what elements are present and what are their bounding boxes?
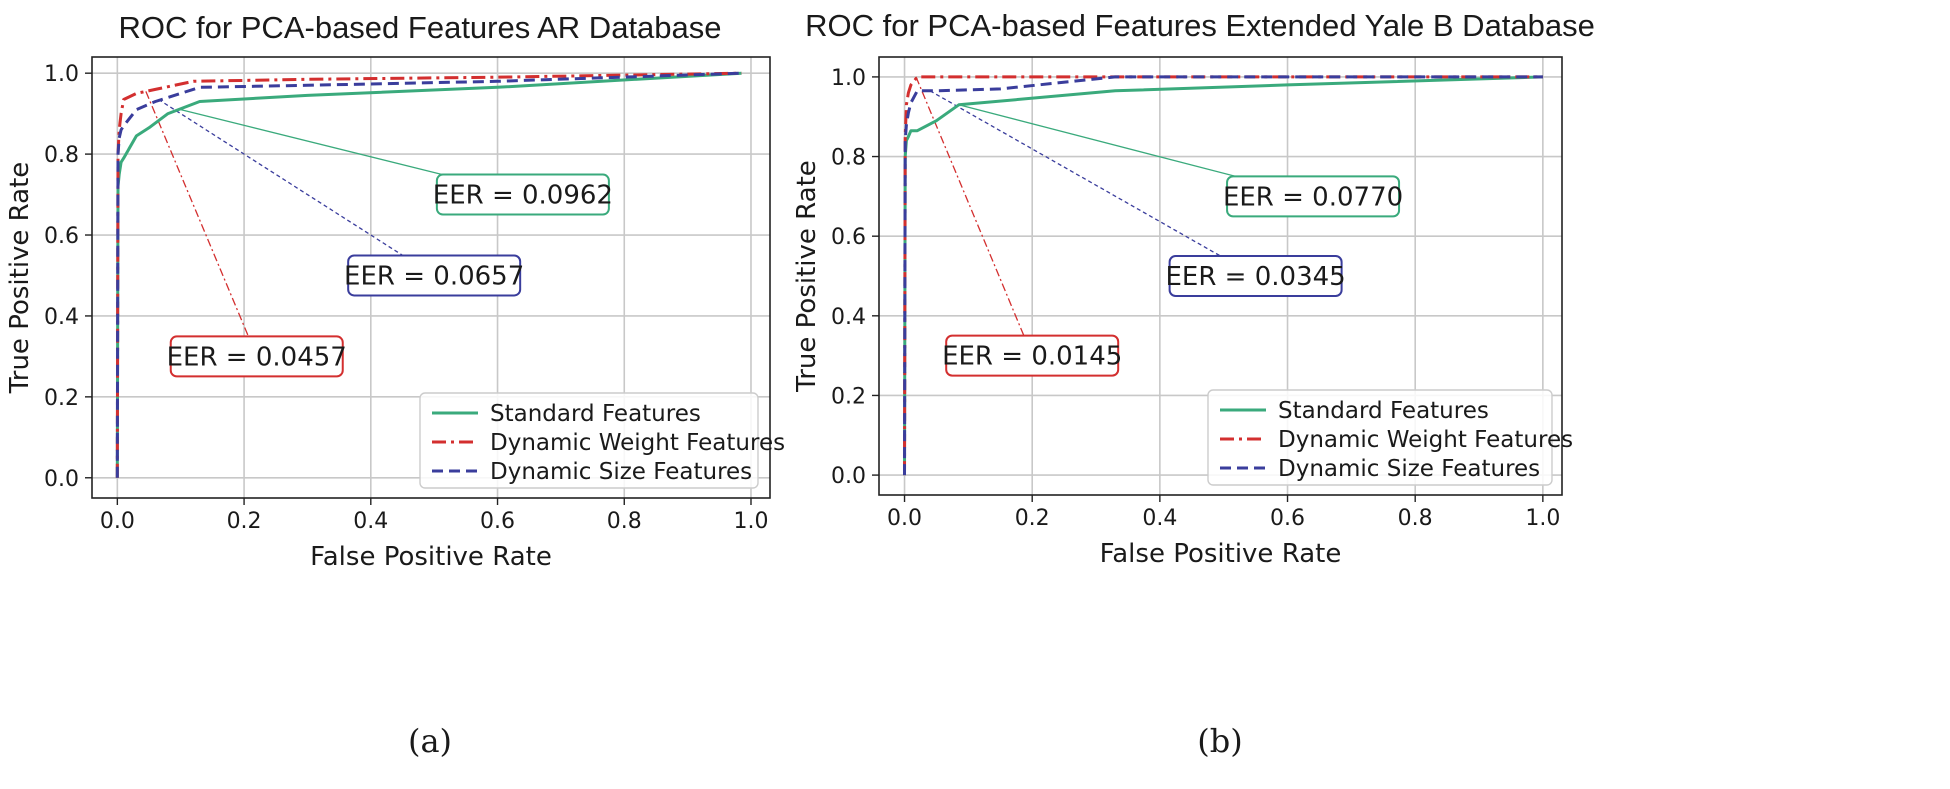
eer-annotation: EER = 0.0457 [167,335,347,378]
chart-panel-a: ROC for PCA-based Features AR Database 0.… [5,10,785,760]
y-tick-label: 0.0 [831,464,866,489]
eer-annotation-box [945,334,1120,377]
x-tick-label: 0.2 [1015,506,1050,531]
y-tick-label: 0.2 [831,384,866,409]
eer-annotation: EER = 0.0962 [433,173,613,216]
eer-annotation: EER = 0.0657 [344,254,524,297]
plot-frame [91,56,771,499]
chart-panel-b: ROC for PCA-based Features Extended Yale… [792,8,1595,760]
eer-annotation-box [347,254,522,297]
panel-label: (b) [1197,722,1242,760]
eer-annotation: EER = 0.0770 [1223,175,1403,218]
y-tick-label: 0.8 [831,146,866,171]
x-tick-label: 0.6 [480,509,515,534]
eer-annotation-text: EER = 0.0962 [433,181,613,211]
series-line-dynamic-weight-features [115,71,742,478]
y-tick-label: 1.0 [44,62,79,87]
y-tick-label: 1.0 [831,66,866,91]
eer-annotation: EER = 0.0345 [1165,255,1346,297]
eer-annotation: EER = 0.0145 [942,334,1122,377]
legend-box [419,392,759,489]
eer-annotation-text: EER = 0.0345 [1165,262,1345,292]
legend-entry: Dynamic Weight Features [1278,427,1573,453]
y-axis-label: True Positive Rate [792,160,822,393]
y-tick-label: 0.4 [831,305,866,330]
legend-entry: Dynamic Size Features [1278,456,1540,482]
legend: Standard Features Dynamic Weight Features… [419,392,785,489]
annotation-leader [929,90,1256,277]
eer-annotation-box [1226,175,1401,218]
legend-box [1207,389,1553,486]
annotation-leader [158,98,435,277]
legend-entry: Standard Features [1278,398,1489,424]
x-tick-label: 1.0 [733,509,768,534]
annotation-leader [915,76,1033,356]
x-tick-label: 0.0 [100,509,135,534]
x-tick-label: 0.8 [1398,506,1433,531]
x-tick-label: 0.4 [353,509,388,534]
y-tick-label: 0.6 [44,224,79,249]
y-tick-label: 0.2 [44,386,79,411]
x-tick-label: 0.6 [1270,506,1305,531]
eer-annotation-text: EER = 0.0145 [942,342,1122,372]
x-axis-label: False Positive Rate [310,542,552,572]
plot-frame [878,56,1563,496]
chart-title: ROC for PCA-based Features AR Database [118,10,721,45]
eer-annotation-text: EER = 0.0657 [344,261,524,291]
legend-entry: Dynamic Size Features [490,459,752,485]
legend: Standard Features Dynamic Weight Features… [1207,389,1573,486]
x-axis-label: False Positive Rate [1100,539,1342,569]
eer-annotation-text: EER = 0.0457 [167,342,347,372]
eer-annotation-box [169,335,344,378]
legend-entry: Dynamic Weight Features [490,430,785,456]
series-line-dynamic-size-features [903,75,1543,476]
chart-title: ROC for PCA-based Features Extended Yale… [805,8,1595,43]
eer-annotation-text: EER = 0.0770 [1223,182,1403,212]
x-tick-label: 0.2 [227,509,262,534]
eer-annotation-box [435,173,610,216]
x-tick-label: 0.0 [887,506,922,531]
y-tick-label: 0.4 [44,305,79,330]
eer-annotation-box [1168,255,1343,297]
y-tick-label: 0.0 [44,467,79,492]
legend-entry: Standard Features [490,401,701,427]
x-tick-label: 0.8 [607,509,642,534]
y-tick-label: 0.6 [831,225,866,250]
x-tick-label: 1.0 [1525,506,1560,531]
y-tick-label: 0.8 [44,143,79,168]
panel-label: (a) [408,722,452,760]
y-axis-label: True Positive Rate [5,162,35,395]
series-line-dynamic-weight-features [903,75,1543,476]
x-tick-label: 0.4 [1142,506,1177,531]
